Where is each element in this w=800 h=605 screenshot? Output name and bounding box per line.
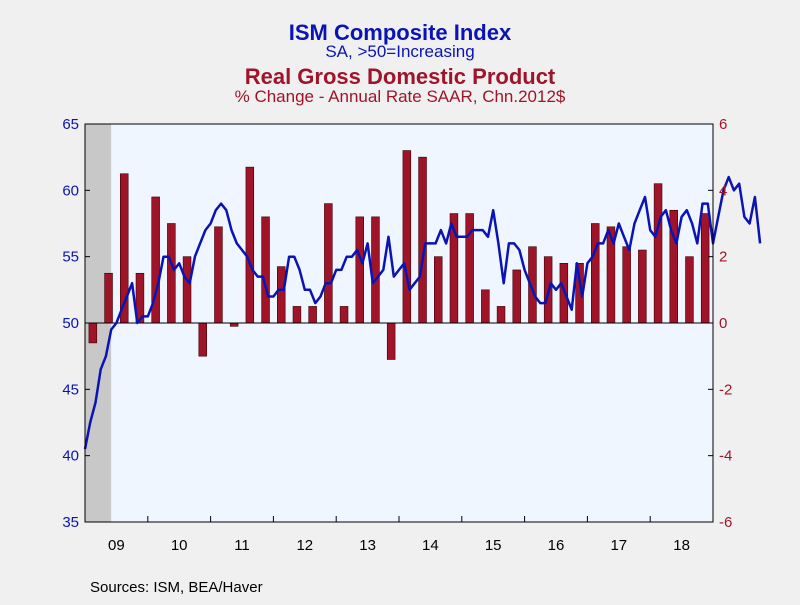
- x-tick-label: 10: [171, 537, 188, 554]
- x-tick-label: 15: [485, 537, 502, 554]
- right-tick-label: 6: [719, 116, 727, 133]
- chart-title: ISM Composite Index: [289, 20, 512, 45]
- gdp-bar: [339, 306, 349, 324]
- chart-subtitle: SA, >50=Increasing: [325, 42, 474, 61]
- x-axis: 09 10 11 12 13 14 15 16 17 18: [84, 516, 714, 554]
- x-tick-label: 09: [108, 537, 125, 554]
- gdp-bar: [685, 256, 694, 324]
- gdp-bar: [292, 306, 302, 324]
- left-tick-label: 35: [62, 514, 79, 531]
- right-tick-label: -6: [719, 514, 732, 531]
- gdp-bar: [88, 322, 98, 344]
- right-tick-label: -4: [719, 448, 732, 465]
- left-tick-label: 40: [62, 448, 79, 465]
- gdp-bar: [308, 306, 317, 324]
- left-tick-label: 60: [62, 182, 79, 199]
- x-tick-label: 18: [673, 537, 690, 554]
- gdp-bar: [434, 256, 443, 324]
- x-tick-label: 11: [234, 537, 250, 554]
- gdp-bar: [386, 322, 396, 360]
- x-tick-label: 14: [422, 537, 439, 554]
- gdp-bar: [355, 216, 364, 324]
- left-tick-label: 65: [62, 116, 79, 133]
- ism-line: [83, 175, 762, 450]
- x-tick-label: 16: [548, 537, 565, 554]
- right-y-axis: -6 -4 -2 0 2 4 6: [708, 116, 732, 531]
- gdp-bar: [418, 156, 427, 324]
- gdp-bar: [371, 216, 380, 324]
- gdp-bar: [700, 213, 710, 324]
- gdp-bar: [167, 223, 176, 324]
- ism-line-series: [83, 175, 762, 450]
- source-note: Sources: ISM, BEA/Haver: [90, 579, 263, 596]
- gdp-bar: [261, 216, 270, 324]
- gdp-bar: [638, 249, 647, 324]
- right-tick-label: -2: [719, 381, 732, 398]
- gdp-bar: [402, 150, 412, 324]
- gdp-bar: [622, 246, 631, 324]
- gdp-bar: [182, 256, 192, 324]
- gdp-bar: [481, 289, 490, 324]
- chart-titles: ISM Composite Index SA, >50=Increasing R…: [235, 20, 566, 106]
- gdp-bar: [653, 183, 663, 324]
- left-y-axis: 35 40 45 50 55 60 65: [62, 116, 90, 531]
- right-tick-label: 0: [719, 315, 727, 332]
- gdp-bar: [277, 266, 286, 324]
- x-tick-label: 17: [610, 537, 627, 554]
- gdp-bar: [496, 306, 506, 324]
- chart-title-2: Real Gross Domestic Product: [245, 64, 556, 89]
- chart-subtitle-2: % Change - Annual Rate SAAR, Chn.2012$: [235, 87, 566, 106]
- left-tick-label: 50: [62, 315, 79, 332]
- x-tick-label: 13: [359, 537, 376, 554]
- gdp-bar: [591, 223, 600, 324]
- gdp-bar: [198, 322, 207, 357]
- gdp-bar: [324, 203, 333, 324]
- x-tick-label: 12: [296, 537, 313, 554]
- right-tick-label: 2: [719, 249, 727, 266]
- gdp-bar: [214, 226, 223, 324]
- left-tick-label: 55: [62, 249, 79, 266]
- gdp-bar: [104, 272, 113, 324]
- left-tick-label: 45: [62, 381, 79, 398]
- gdp-bar: [245, 166, 255, 324]
- gdp-bar: [512, 269, 521, 324]
- right-tick-label: 4: [719, 182, 727, 199]
